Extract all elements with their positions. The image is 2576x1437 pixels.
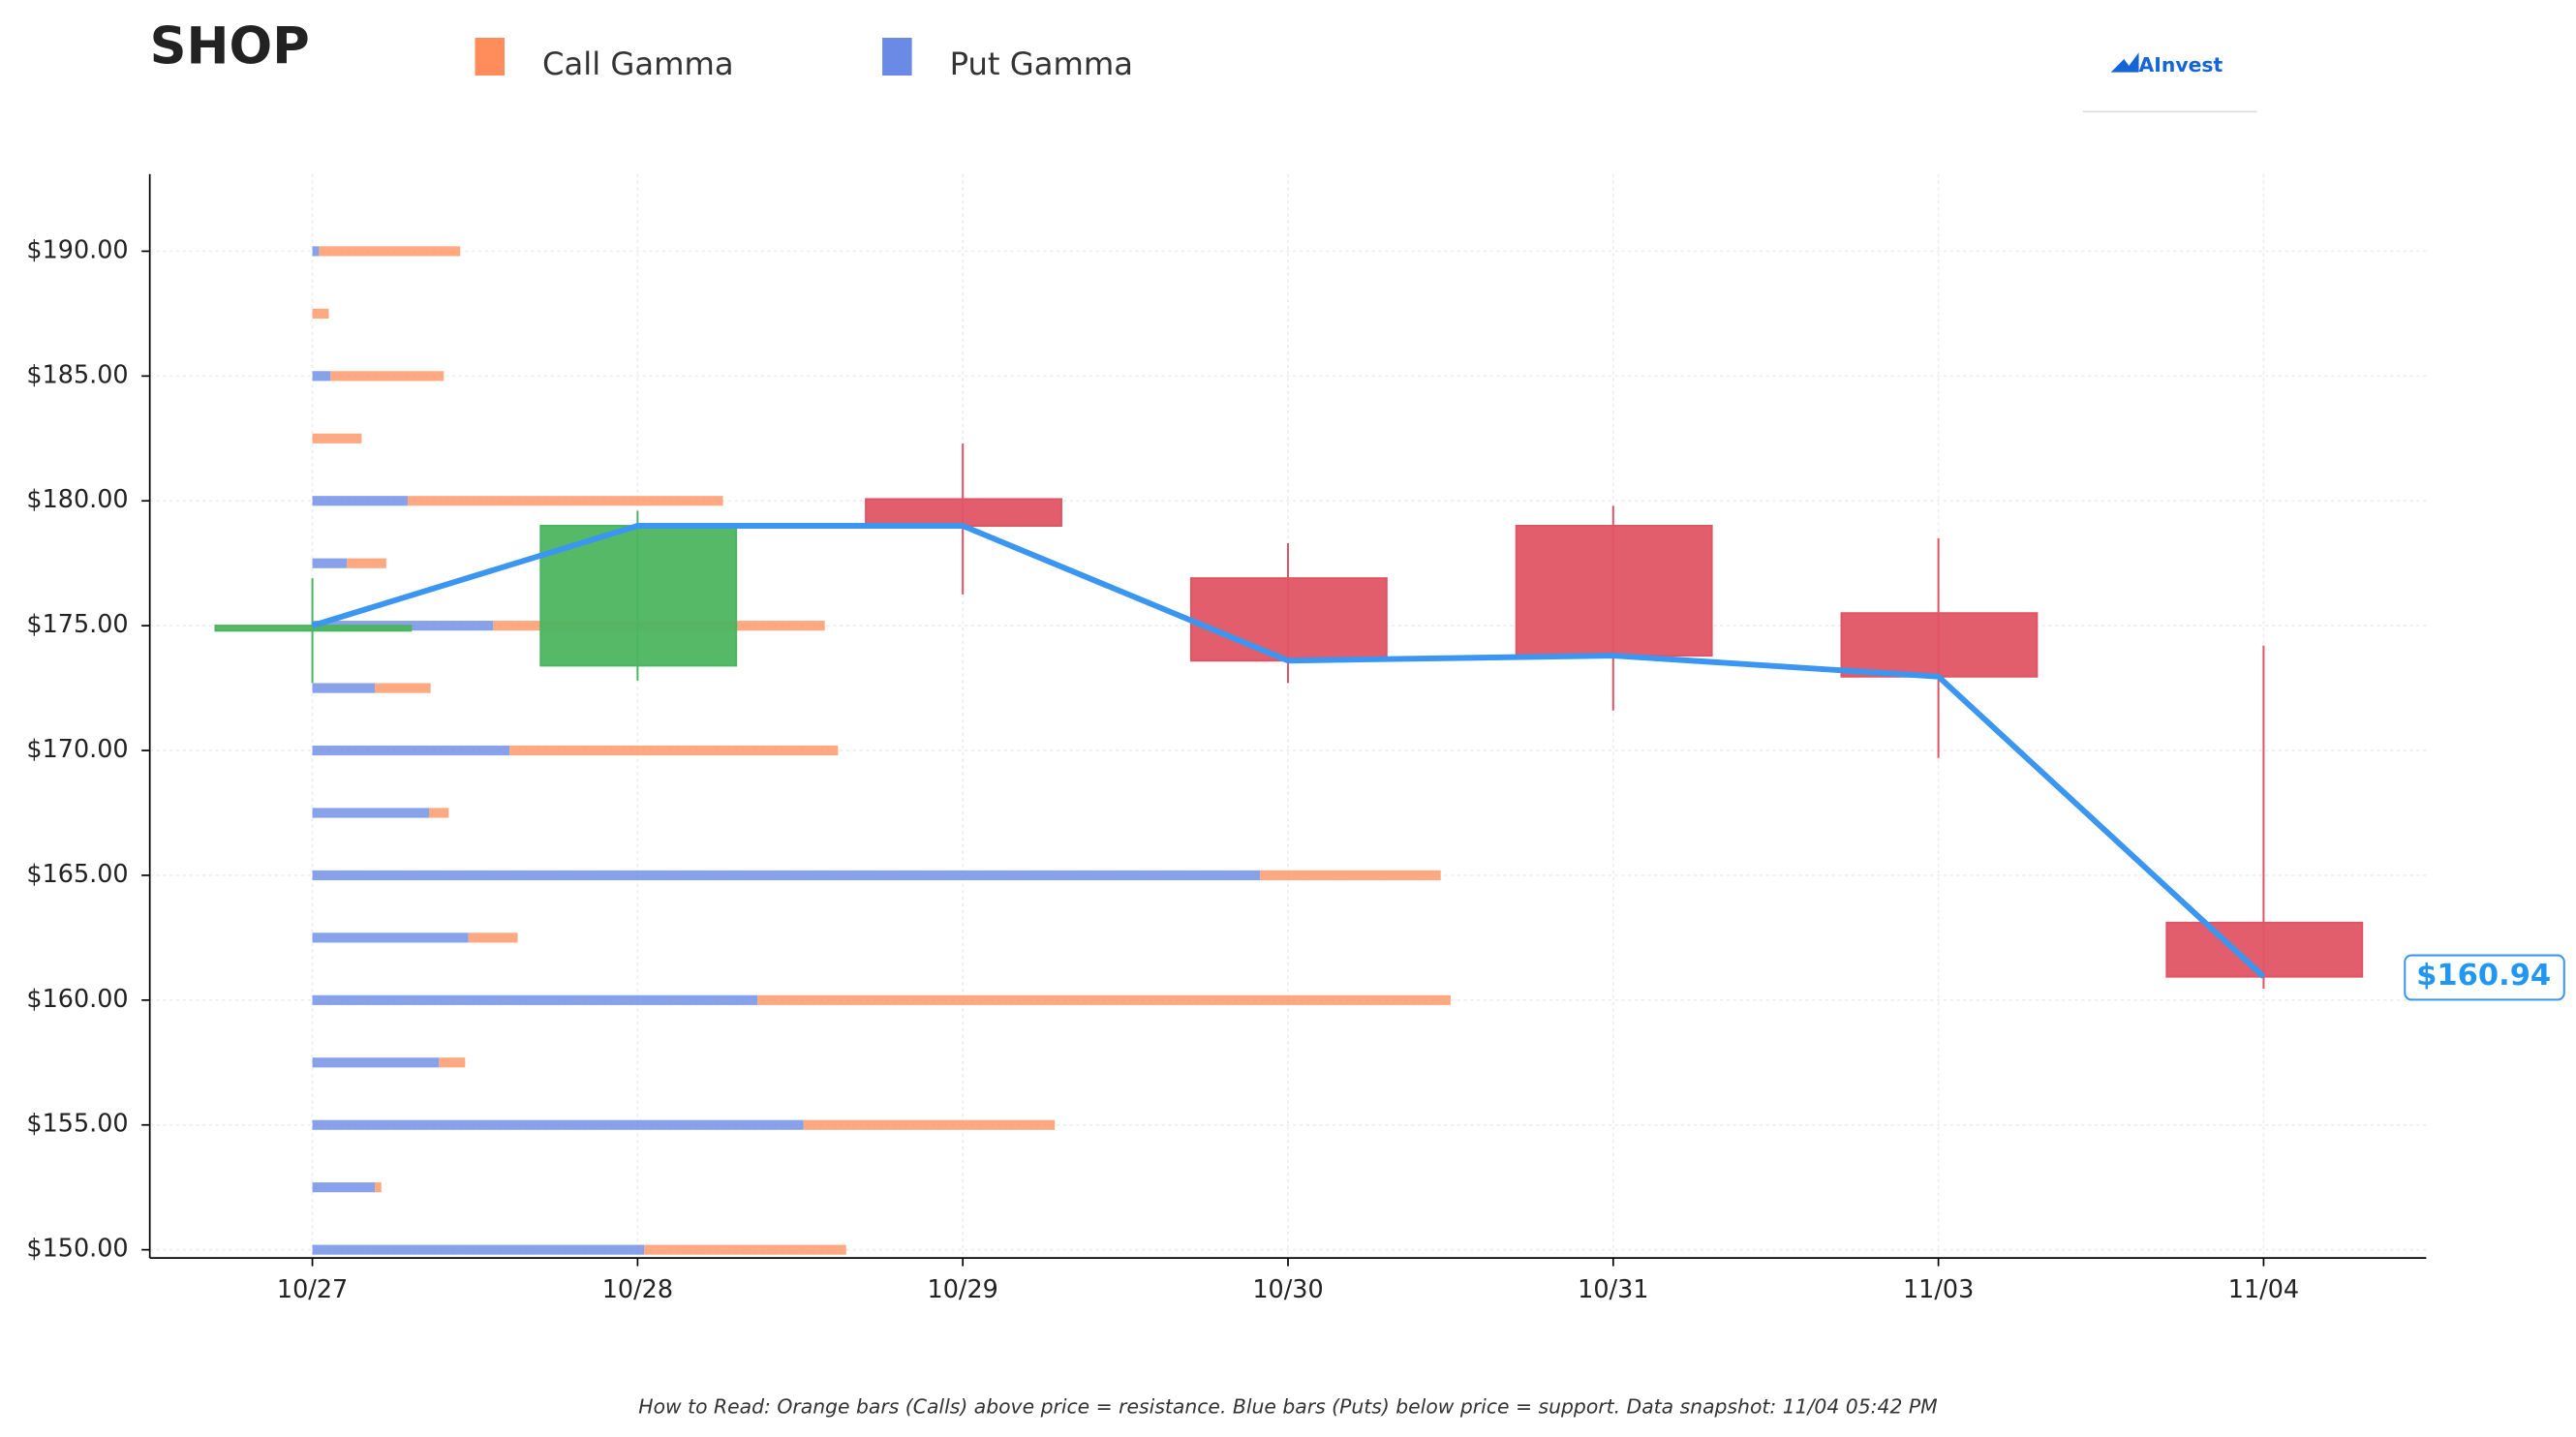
call-gamma-bar	[347, 558, 386, 568]
call-gamma-bar	[428, 808, 449, 818]
y-tick-label: $190.00	[26, 234, 128, 263]
x-tick-label: 10/28	[602, 1274, 673, 1303]
close-line	[311, 523, 2266, 979]
candle-body	[865, 498, 1062, 528]
y-tick-label: $170.00	[26, 734, 128, 763]
footnote: How to Read: Orange bars (Calls) above p…	[638, 1394, 1937, 1418]
call-gamma-bar	[1260, 870, 1441, 881]
candle-body	[1515, 524, 1713, 657]
y-tick-label: $160.00	[26, 984, 128, 1013]
put-gamma-bar	[312, 745, 510, 756]
x-tick-label: 11/03	[1903, 1274, 1974, 1303]
y-tick-label: $165.00	[26, 859, 128, 888]
call-gamma-bar	[757, 994, 1451, 1005]
chart-title: SHOP	[150, 17, 310, 76]
y-tick-label: $185.00	[26, 359, 128, 388]
last-price-label: $160.94	[2416, 959, 2551, 993]
call-gamma-bar	[375, 1182, 382, 1193]
put-gamma-bar	[312, 683, 376, 693]
call-gamma-bar	[312, 433, 362, 443]
logo: AInvest	[2139, 53, 2223, 76]
x-tick-label: 11/04	[2228, 1274, 2299, 1303]
legend-swatch	[475, 38, 506, 76]
put-gamma-bar	[312, 496, 408, 506]
y-tick-label: $180.00	[26, 484, 128, 513]
call-gamma-bar	[407, 496, 723, 506]
x-tick-label: 10/31	[1578, 1274, 1648, 1303]
put-gamma-bar	[312, 1119, 804, 1130]
x-tick-label: 10/27	[277, 1274, 348, 1303]
legend-swatch	[882, 38, 912, 76]
legend-label: Put Gamma	[950, 46, 1133, 82]
call-gamma-bar	[330, 371, 445, 382]
candle-body	[1840, 612, 2039, 678]
y-tick-label: $150.00	[26, 1234, 128, 1263]
x-tick-label: 10/30	[1252, 1274, 1323, 1303]
logo-icon	[2110, 52, 2139, 73]
put-gamma-bar	[312, 558, 348, 568]
put-gamma-bar	[312, 808, 429, 818]
call-gamma-bar	[375, 683, 431, 693]
put-gamma-bar	[312, 1244, 645, 1255]
y-tick-label: $175.00	[26, 609, 128, 638]
candle-body	[2165, 921, 2364, 978]
legend: Call Gamma Put Gamma	[475, 38, 1133, 82]
put-gamma-bar	[312, 1182, 376, 1193]
put-gamma-bar	[312, 870, 1261, 881]
x-tick-label: 10/29	[928, 1274, 998, 1303]
legend-label: Call Gamma	[542, 46, 734, 82]
put-gamma-bar	[312, 994, 758, 1005]
call-gamma-bar	[509, 745, 839, 756]
put-gamma-bar	[312, 246, 320, 257]
call-gamma-bar	[468, 933, 518, 943]
y-tick-label: $155.00	[26, 1109, 128, 1138]
put-gamma-bar	[312, 371, 331, 382]
call-gamma-bar	[439, 1057, 466, 1068]
candle-body	[1189, 577, 1388, 662]
call-gamma-bar	[803, 1119, 1056, 1130]
call-gamma-bar	[312, 308, 329, 319]
last-price-box	[2404, 954, 2565, 1001]
put-gamma-bar	[312, 933, 469, 943]
candle-body	[539, 524, 738, 667]
put-gamma-bar	[312, 1057, 440, 1068]
call-gamma-bar	[319, 246, 461, 257]
call-gamma-bar	[644, 1244, 846, 1255]
